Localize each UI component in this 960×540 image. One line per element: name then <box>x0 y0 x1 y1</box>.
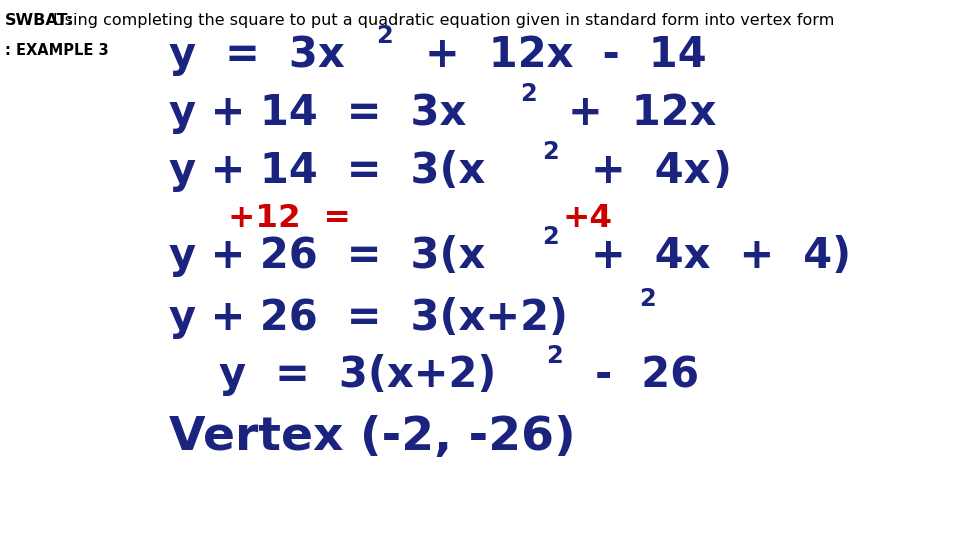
Text: +  4x  +  4): + 4x + 4) <box>562 235 851 277</box>
Text: ): ) <box>712 150 732 192</box>
Text: -  26: - 26 <box>566 354 699 396</box>
Text: 2: 2 <box>376 24 393 49</box>
Text: y + 26  =  3(x: y + 26 = 3(x <box>169 235 486 277</box>
Text: y  =  3(x+2): y = 3(x+2) <box>219 354 496 396</box>
Text: y + 14  =  3x: y + 14 = 3x <box>169 92 467 134</box>
Text: +12  =: +12 = <box>228 203 351 234</box>
Text: +  12x: + 12x <box>540 92 717 134</box>
Text: Vertex (-2, -26): Vertex (-2, -26) <box>169 415 576 460</box>
Text: +  12x  -  14: + 12x - 14 <box>396 34 707 76</box>
Text: y + 14  =  3(x: y + 14 = 3(x <box>169 150 486 192</box>
Text: y  =  3x: y = 3x <box>169 34 345 76</box>
Text: 2: 2 <box>542 225 559 249</box>
Text: y + 26  =  3(x+2): y + 26 = 3(x+2) <box>169 297 568 339</box>
Text: 2: 2 <box>542 140 559 164</box>
Text: SWBAT:: SWBAT: <box>5 13 74 28</box>
Text: +  4x: + 4x <box>562 150 710 192</box>
Text: 2: 2 <box>639 287 657 312</box>
Text: 2: 2 <box>546 345 564 368</box>
Text: : EXAMPLE 3: : EXAMPLE 3 <box>5 43 108 58</box>
Text: +4: +4 <box>562 203 612 234</box>
Text: Using completing the square to put a quadratic equation given in standard form i: Using completing the square to put a qua… <box>48 13 834 28</box>
Text: 2: 2 <box>519 83 537 106</box>
